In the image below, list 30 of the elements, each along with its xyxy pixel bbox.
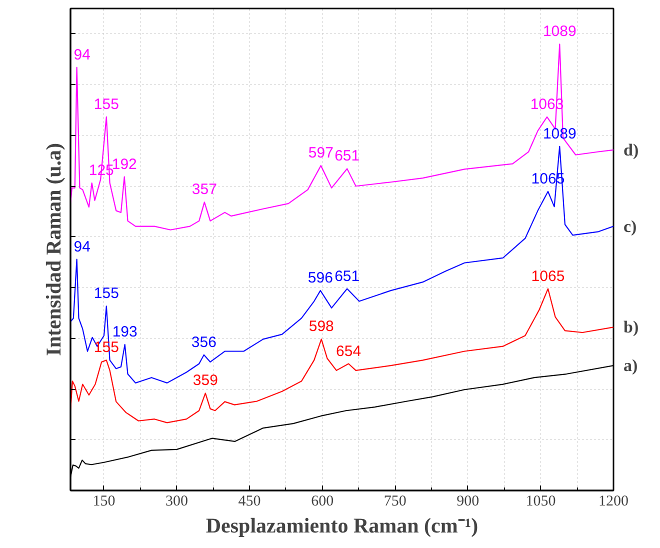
annotation: 356: [191, 334, 216, 351]
annotation: 1089: [542, 23, 576, 40]
series-label: a): [624, 356, 638, 376]
annotation: 193: [112, 324, 138, 341]
annotation: 598: [308, 318, 334, 336]
annotation: 651: [334, 148, 360, 165]
x-axis-title: Desplazamiento Raman (cm⁻¹): [206, 514, 478, 538]
annotation: 359: [192, 372, 218, 390]
annotation: 155: [94, 285, 119, 302]
y-axis-title: Intensidad Raman (u.a): [42, 143, 66, 356]
x-tick-label: 600: [311, 494, 334, 510]
x-tick-label: 1200: [598, 494, 628, 510]
x-tick-label: 150: [92, 494, 116, 510]
annotation: 597: [308, 144, 334, 162]
annotation: 94: [74, 238, 90, 256]
x-tick-label: 450: [238, 494, 261, 510]
annotation: 94: [74, 46, 90, 64]
series-label: b): [624, 318, 639, 337]
x-tick-label: 900: [456, 494, 480, 510]
x-tick-label: 1050: [526, 494, 556, 510]
annotation: 651: [334, 268, 360, 285]
annotation: 654: [336, 342, 362, 360]
annotation: 596: [308, 270, 333, 287]
annotation: 1065: [531, 268, 565, 285]
annotation: 155: [94, 96, 119, 113]
x-tick-label: 750: [384, 494, 406, 510]
series-label: c): [624, 216, 637, 236]
x-tick-label: 300: [166, 494, 188, 510]
annotation: 357: [192, 181, 217, 198]
series-label: d): [624, 140, 639, 160]
